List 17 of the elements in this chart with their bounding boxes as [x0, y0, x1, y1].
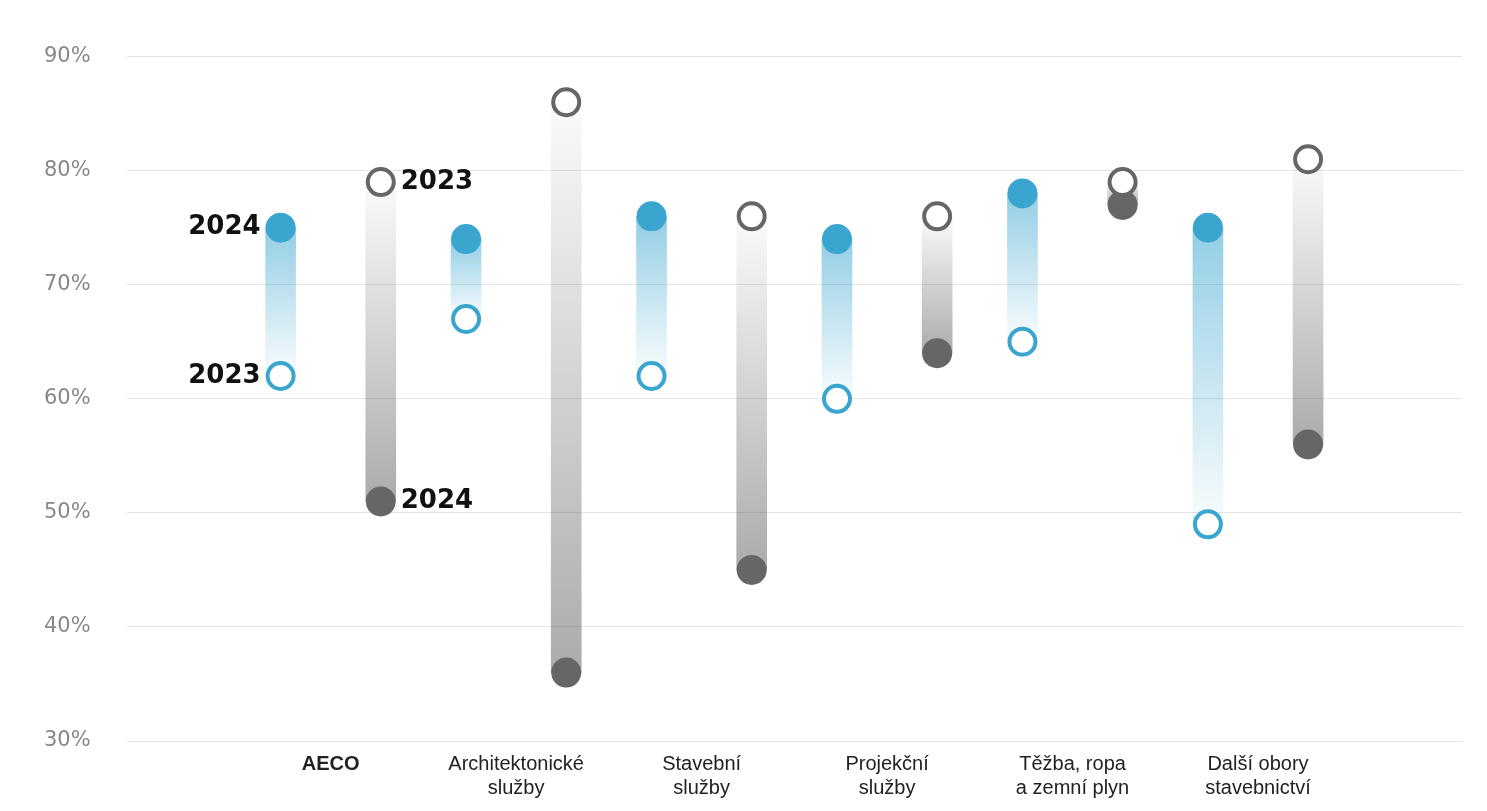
x-tick-label: Architektonické služby [448, 751, 584, 798]
annotation: 2024 [400, 484, 474, 515]
annotation: 2023 [400, 164, 474, 195]
annotation: 2023 [188, 358, 261, 389]
x-tick-label: AECO [301, 751, 360, 774]
y-tick-label: 70% [43, 271, 91, 296]
x-tick-label: Stavební služby [662, 751, 742, 798]
x-tick-label: Projekční služby [845, 751, 930, 798]
y-tick-label: 60% [43, 385, 91, 410]
y-tick-label: 90% [43, 43, 91, 68]
annotation: 2024 [188, 210, 261, 241]
y-tick-label: 50% [43, 499, 91, 524]
x-tick-label: Těžba, ropa a zemní plyn [1015, 751, 1130, 798]
y-tick-label: 30% [43, 727, 91, 752]
x-tick-label: Další obory stavebnictví [1205, 751, 1312, 798]
y-tick-label: 40% [43, 613, 91, 638]
y-tick-label: 80% [43, 157, 91, 182]
